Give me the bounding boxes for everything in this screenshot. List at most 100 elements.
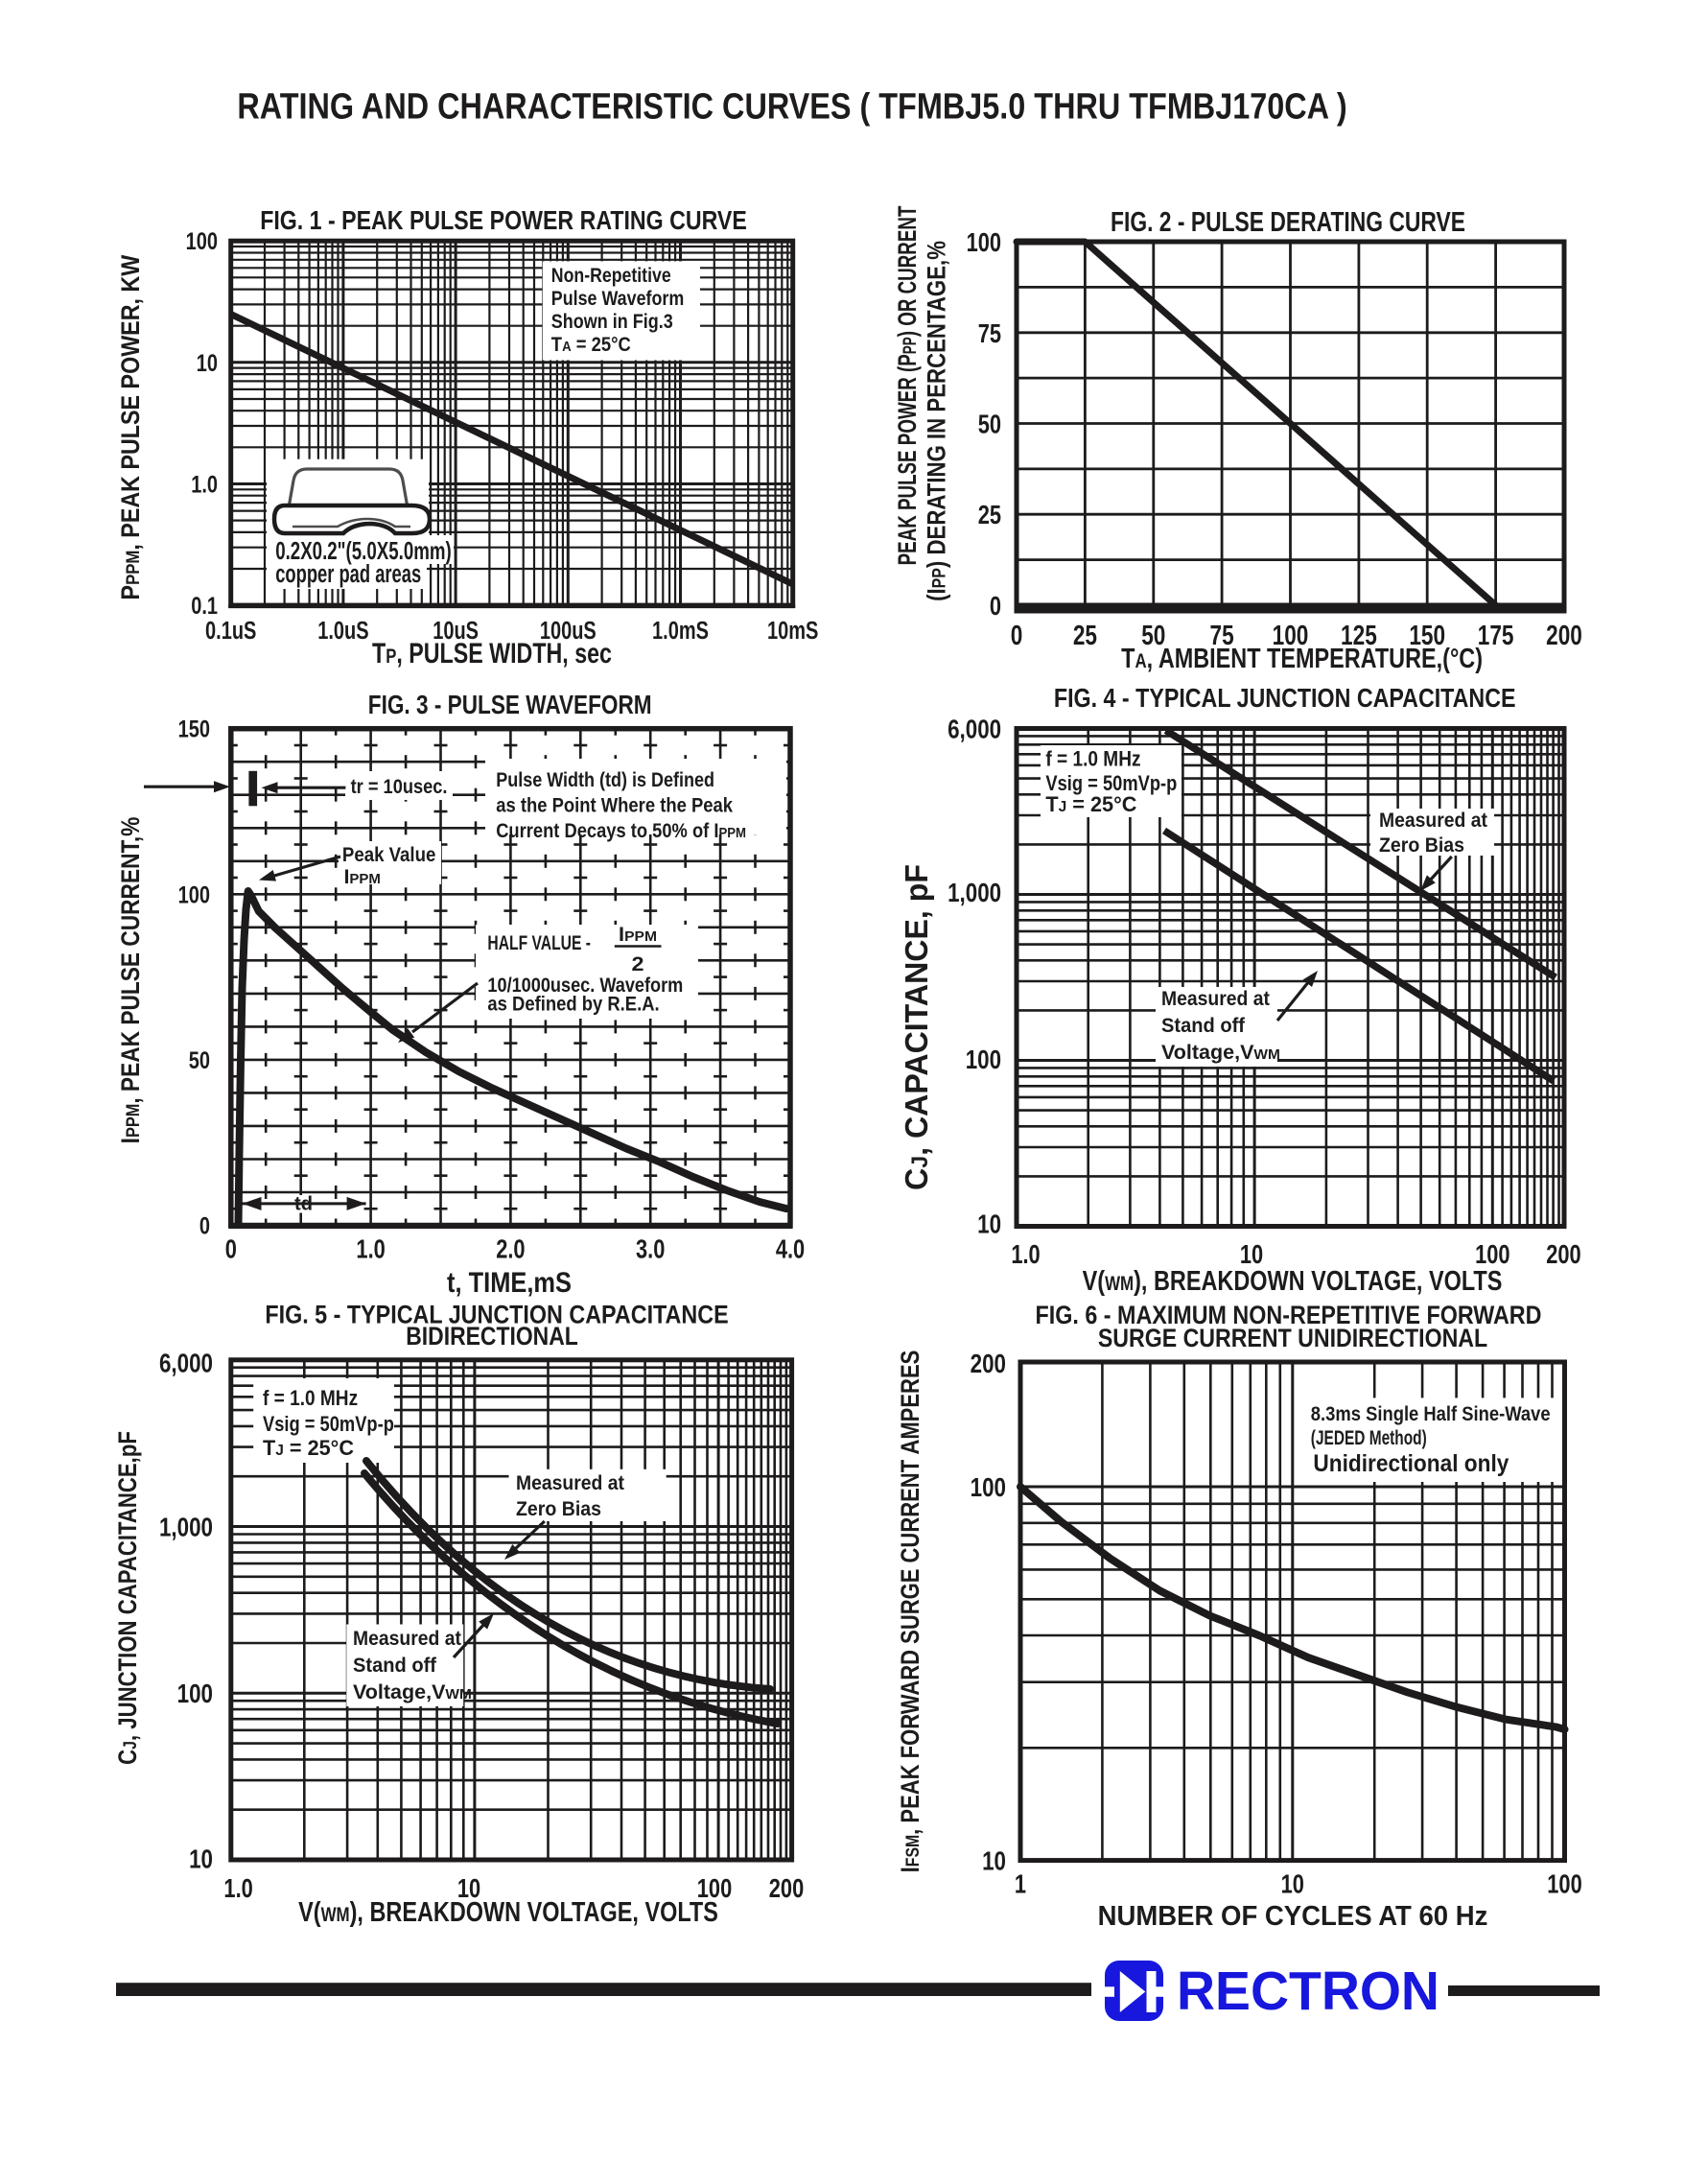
svg-text:FIG. 4 - TYPICAL JUNCTION CAPA: FIG. 4 - TYPICAL JUNCTION CAPACITANCE bbox=[1054, 684, 1516, 713]
svg-text:td: td bbox=[294, 1194, 313, 1215]
svg-text:2.0: 2.0 bbox=[496, 1234, 525, 1264]
svg-text:10: 10 bbox=[197, 350, 218, 377]
svg-text:RATING AND CHARACTERISTIC CURV: RATING AND CHARACTERISTIC CURVES ( TFMBJ… bbox=[237, 86, 1346, 127]
svg-text:10: 10 bbox=[457, 1873, 480, 1903]
svg-text:Measured at: Measured at bbox=[1161, 988, 1270, 1010]
svg-text:Pulse Width (td) is Defined: Pulse Width (td) is Defined bbox=[496, 769, 714, 792]
svg-text:NUMBER OF CYCLES AT 60 Hz: NUMBER OF CYCLES AT 60 Hz bbox=[1098, 1899, 1488, 1931]
svg-text:Stand off: Stand off bbox=[1161, 1015, 1245, 1038]
svg-text:TJ = 25°C: TJ = 25°C bbox=[263, 1436, 354, 1460]
svg-text:1.0: 1.0 bbox=[356, 1234, 385, 1264]
svg-text:TA = 25°C: TA = 25°C bbox=[551, 334, 631, 356]
svg-text:CJ, JUNCTION CAPACITANCE,pF: CJ, JUNCTION CAPACITANCE,pF bbox=[114, 1431, 143, 1765]
svg-text:f = 1.0 MHz: f = 1.0 MHz bbox=[263, 1387, 358, 1411]
svg-text:25: 25 bbox=[978, 501, 1001, 530]
svg-text:IFSM, PEAK FORWARD SURGE CURRE: IFSM, PEAK FORWARD SURGE CURRENT AMPERES bbox=[897, 1351, 925, 1873]
svg-text:100: 100 bbox=[971, 1473, 1006, 1503]
svg-text:1.0mS: 1.0mS bbox=[652, 616, 709, 644]
svg-text:Current Decays to 50% of IPPM: Current Decays to 50% of IPPM bbox=[496, 820, 746, 842]
svg-text:SURGE CURRENT UNIDIRECTIONAL: SURGE CURRENT UNIDIRECTIONAL bbox=[1098, 1324, 1487, 1352]
svg-text:1,000: 1,000 bbox=[159, 1513, 213, 1542]
svg-text:10/1000usec. Waveform: 10/1000usec. Waveform bbox=[487, 975, 683, 998]
svg-text:6,000: 6,000 bbox=[159, 1349, 213, 1378]
svg-text:50: 50 bbox=[189, 1047, 210, 1074]
svg-text:175: 175 bbox=[1478, 619, 1514, 650]
svg-text:1.0: 1.0 bbox=[1011, 1239, 1040, 1269]
svg-text:Measured at: Measured at bbox=[516, 1472, 624, 1494]
svg-text:Pulse Waveform: Pulse Waveform bbox=[551, 288, 684, 311]
svg-text:150: 150 bbox=[178, 716, 210, 743]
svg-text:10: 10 bbox=[1240, 1239, 1263, 1269]
svg-text:50: 50 bbox=[978, 410, 1001, 439]
svg-text:RECTRON: RECTRON bbox=[1177, 1960, 1439, 2021]
svg-text:as the Point Where the Peak: as the Point Where the Peak bbox=[496, 794, 733, 816]
svg-text:150: 150 bbox=[1409, 619, 1445, 650]
svg-text:V(WM), BREAKDOWN VOLTAGE, VOLT: V(WM), BREAKDOWN VOLTAGE, VOLTS bbox=[298, 1896, 718, 1928]
svg-text:BIDIRECTIONAL: BIDIRECTIONAL bbox=[406, 1322, 577, 1351]
svg-text:200: 200 bbox=[971, 1350, 1006, 1379]
svg-text:100: 100 bbox=[1547, 1869, 1581, 1899]
svg-text:3.0: 3.0 bbox=[636, 1234, 665, 1264]
svg-text:2: 2 bbox=[631, 952, 643, 975]
svg-text:as Defined by R.E.A.: as Defined by R.E.A. bbox=[487, 993, 659, 1015]
svg-text:1,000: 1,000 bbox=[948, 879, 1001, 908]
svg-text:V(WM), BREAKDOWN VOLTAGE, VOLT: V(WM), BREAKDOWN VOLTAGE, VOLTS bbox=[1083, 1265, 1503, 1297]
svg-text:0.1: 0.1 bbox=[191, 593, 218, 620]
svg-text:4.0: 4.0 bbox=[776, 1234, 805, 1264]
svg-text:10uS: 10uS bbox=[433, 616, 479, 644]
svg-text:10: 10 bbox=[977, 1210, 1001, 1239]
svg-text:0: 0 bbox=[990, 591, 1001, 621]
svg-text:FIG. 1 - PEAK PULSE POWER RATI: FIG. 1 - PEAK PULSE POWER RATING CURVE bbox=[260, 206, 747, 235]
svg-text:1.0: 1.0 bbox=[223, 1873, 252, 1903]
svg-text:75: 75 bbox=[978, 318, 1001, 348]
svg-text:100: 100 bbox=[697, 1873, 732, 1903]
svg-text:PPPM, PEAK PULSE POWER, KW: PPPM, PEAK PULSE POWER, KW bbox=[116, 255, 145, 600]
svg-text:Voltage,VWM: Voltage,VWM bbox=[1161, 1041, 1280, 1064]
svg-text:10: 10 bbox=[189, 1844, 213, 1874]
svg-text:FIG. 5 - TYPICAL JUNCTION CAPA: FIG. 5 - TYPICAL JUNCTION CAPACITANCE bbox=[265, 1301, 728, 1329]
svg-text:TA, AMBIENT TEMPERATURE,(°C): TA, AMBIENT TEMPERATURE,(°C) bbox=[1121, 643, 1483, 674]
svg-text:1: 1 bbox=[1015, 1869, 1026, 1899]
svg-text:Peak Value: Peak Value bbox=[342, 844, 435, 866]
svg-text:0: 0 bbox=[1011, 619, 1023, 650]
svg-text:Zero Bias: Zero Bias bbox=[1379, 834, 1464, 857]
svg-text:0: 0 bbox=[225, 1234, 237, 1264]
svg-text:100uS: 100uS bbox=[540, 616, 597, 644]
svg-text:0.1uS: 0.1uS bbox=[205, 616, 256, 644]
svg-text:Vsig = 50mVp-p: Vsig = 50mVp-p bbox=[263, 1414, 394, 1437]
svg-text:HALF VALUE -: HALF VALUE - bbox=[487, 931, 591, 954]
svg-text:6,000: 6,000 bbox=[948, 715, 1001, 744]
svg-text:200: 200 bbox=[769, 1873, 804, 1903]
svg-text:CJ, CAPACITANCE, pF: CJ, CAPACITANCE, pF bbox=[900, 864, 934, 1190]
svg-text:100: 100 bbox=[1273, 619, 1309, 650]
svg-text:FIG. 6 - MAXIMUM NON-REPETITIV: FIG. 6 - MAXIMUM NON-REPETITIVE FORWARD bbox=[1036, 1301, 1542, 1329]
svg-text:10: 10 bbox=[1281, 1869, 1304, 1899]
svg-text:10: 10 bbox=[982, 1846, 1006, 1876]
svg-text:Measured at: Measured at bbox=[1379, 810, 1487, 832]
svg-text:0: 0 bbox=[199, 1212, 210, 1239]
svg-text:FIG. 2 - PULSE DERATING CURVE: FIG. 2 - PULSE DERATING CURVE bbox=[1111, 205, 1465, 237]
svg-text:1.0uS: 1.0uS bbox=[317, 616, 368, 644]
svg-text:200: 200 bbox=[1546, 619, 1582, 650]
svg-text:Zero Bias: Zero Bias bbox=[516, 1498, 601, 1520]
svg-text:100: 100 bbox=[178, 881, 210, 908]
svg-text:f = 1.0 MHz: f = 1.0 MHz bbox=[1045, 747, 1140, 771]
svg-text:IPPM: IPPM bbox=[619, 923, 657, 946]
svg-text:Vsig = 50mVp-p: Vsig = 50mVp-p bbox=[1045, 773, 1177, 796]
svg-text:100: 100 bbox=[967, 227, 1001, 257]
svg-text:75: 75 bbox=[1210, 619, 1234, 650]
svg-text:tr = 10usec.: tr = 10usec. bbox=[351, 776, 448, 798]
svg-text:Stand off: Stand off bbox=[353, 1655, 436, 1678]
svg-text:100: 100 bbox=[966, 1045, 1001, 1075]
svg-text:TP, PULSE WIDTH, sec: TP, PULSE WIDTH, sec bbox=[372, 637, 612, 669]
svg-text:200: 200 bbox=[1546, 1239, 1580, 1269]
svg-text:Measured at: Measured at bbox=[353, 1628, 461, 1650]
svg-text:100: 100 bbox=[177, 1679, 213, 1709]
svg-text:(JEDED Method): (JEDED Method) bbox=[1311, 1426, 1427, 1449]
svg-text:1.0: 1.0 bbox=[191, 471, 218, 498]
svg-text:0.2X0.2"(5.0X5.0mm): 0.2X0.2"(5.0X5.0mm) bbox=[275, 536, 452, 565]
svg-text:PEAK PULSE POWER (PPP) OR CURR: PEAK PULSE POWER (PPP) OR CURRENT bbox=[893, 206, 922, 566]
svg-text:8.3ms Single Half Sine-Wave: 8.3ms Single Half Sine-Wave bbox=[1311, 1403, 1551, 1425]
svg-text:FIG. 3 - PULSE WAVEFORM: FIG. 3 - PULSE WAVEFORM bbox=[368, 691, 652, 720]
svg-text:TJ = 25°C: TJ = 25°C bbox=[1045, 792, 1136, 816]
